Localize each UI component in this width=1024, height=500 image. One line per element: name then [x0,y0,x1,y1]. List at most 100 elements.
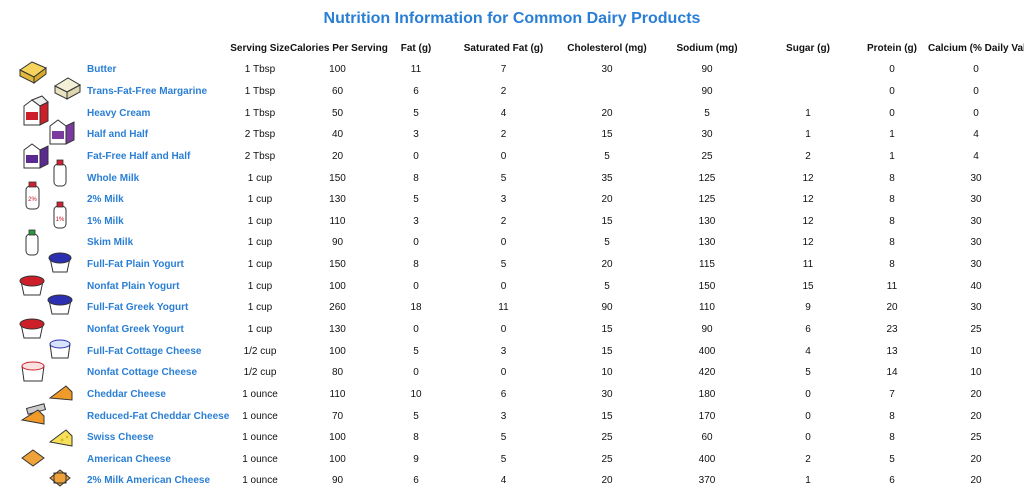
table-cell: 1 [805,475,811,487]
product-name: Reduced-Fat Cheddar Cheese [87,410,230,422]
table-cell: 90 [701,324,713,335]
table-cell: 125 [698,194,716,206]
table-cell: 5 [604,150,610,162]
cream-carton-icon [23,95,49,126]
table-cell: 25 [970,324,982,335]
table-cell: 3 [413,129,419,141]
table-cell: 20 [601,107,613,119]
table-body: Butter 1 Tbsp 100 11 7 30 90 0 0 Trans-Fat-Free M… [84,59,1024,492]
table-cell: 3 [500,345,507,357]
table-cell: 1 cup [247,259,273,271]
nonfat-yogurt-cup-icon [19,275,45,296]
table-cell: 8 [889,172,895,184]
table-cell: 50 [331,107,344,119]
table-cell: 4 [973,129,979,141]
full-fat-yogurt-cup-icon [48,252,72,273]
table-cell: 5 [805,367,811,379]
table-cell: 5 [604,237,610,249]
product-name: Skim Milk [87,237,134,249]
skim-milk-bottle-icon [25,229,39,256]
table-cell: 0 [413,324,419,335]
table-cell: 15 [601,215,613,227]
column-header: Calcium (% Daily Value) [928,43,1024,54]
table-cell [760,59,856,81]
table-cell: 0 [805,432,811,444]
table-cell: 150 [329,259,346,271]
table-cell: 6 [413,85,419,97]
table-cell: 0 [500,280,507,292]
product-name: Swiss Cheese [87,432,154,444]
table-row: Whole Milk 1 cup 150 8 5 35 125 12 8 30 [84,167,1024,189]
product-name: Half and Half [87,129,149,141]
column-header: Calories Per Serving [290,43,388,54]
1-percent-milk-bottle-icon: 1% [53,201,67,229]
table-cell: 2 Tbsp [244,129,276,141]
table-cell: 10 [970,345,982,357]
table-cell: 1 ounce [242,453,278,465]
table-row: Swiss Cheese 1 ounce 100 8 5 25 60 0 8 25 [84,427,1024,449]
product-name: Nonfat Plain Yogurt [87,280,180,292]
table-cell: 1 [889,129,895,141]
product-name: Full-Fat Cottage Cheese [87,345,202,357]
table-cell: 130 [329,324,346,335]
table-header: Serving Size Calories Per Serving Fat (g) S… [84,38,1024,59]
table-cell: 8 [889,259,895,271]
table-cell: 1 Tbsp [244,107,276,119]
table-cell: 100 [329,345,346,357]
table-cell: 23 [886,324,898,335]
table-row: Nonfat Cottage Cheese 1/2 cup 80 0 0 10 420 5 14… [84,362,1024,384]
table-cell: 110 [329,215,346,227]
table-row: American Cheese 1 ounce 100 9 5 25 400 2 5 20 [84,449,1024,471]
table-cell: 2 [805,150,811,162]
table-cell: 5 [413,410,419,422]
table-cell: 0 [500,237,507,249]
column-header: Sodium (mg) [676,43,738,54]
table-cell: 0 [413,280,419,292]
table-cell: 1 cup [247,324,273,335]
table-cell: 0 [973,85,979,97]
table-cell: 0 [500,150,507,162]
table-cell: 420 [698,367,716,379]
table-cell: 5 [413,107,419,119]
table-cell: 1/2 cup [243,367,277,379]
table-cell: 30 [970,172,982,184]
table-cell: 20 [331,150,344,162]
table-cell: 0 [805,410,811,422]
table-cell: 5 [500,172,507,184]
table-cell: 8 [413,259,419,271]
table-cell: 260 [329,302,346,314]
table-cell: 15 [802,280,814,292]
table-cell: 0 [413,237,419,249]
svg-text:2%: 2% [28,197,37,203]
table-cell: 20 [970,410,982,422]
table-cell: 10 [410,388,422,400]
table-cell: 150 [329,172,346,184]
table-cell: 400 [698,345,716,357]
table-cell: 15 [601,410,613,422]
table-cell: 0 [973,107,979,119]
table-cell: 70 [331,410,344,422]
table-cell: 2 [805,453,811,465]
table-cell: 1 ounce [242,432,278,444]
table-cell: 130 [698,237,716,249]
table-cell: 0 [805,388,811,400]
table-row: Heavy Cream 1 Tbsp 50 5 4 20 5 1 0 0 [84,102,1024,124]
table-cell: 400 [698,453,716,465]
table-cell: 150 [698,280,716,292]
product-name: Heavy Cream [87,107,151,119]
table-cell: 1 cup [247,172,273,184]
table-row: Full-Fat Cottage Cheese 1/2 cup 100 5 3 15 400… [84,340,1024,362]
table-cell: 8 [889,194,895,206]
table-cell: 18 [410,302,422,314]
table-cell: 110 [699,302,715,314]
product-name: Whole Milk [87,172,140,184]
table-row: Half and Half 2 Tbsp 40 3 2 15 30 1 1 4 [84,124,1024,146]
column-header: Serving Size [230,43,290,54]
nonfat-greek-yogurt-cup-icon [19,318,45,339]
table-cell: 0 [889,107,895,119]
table-cell: 25 [601,432,613,444]
table-cell: 1 Tbsp [244,64,276,76]
table-cell: 8 [889,215,895,227]
greek-yogurt-cup-icon [47,294,73,315]
table-cell: 5 [889,453,895,465]
